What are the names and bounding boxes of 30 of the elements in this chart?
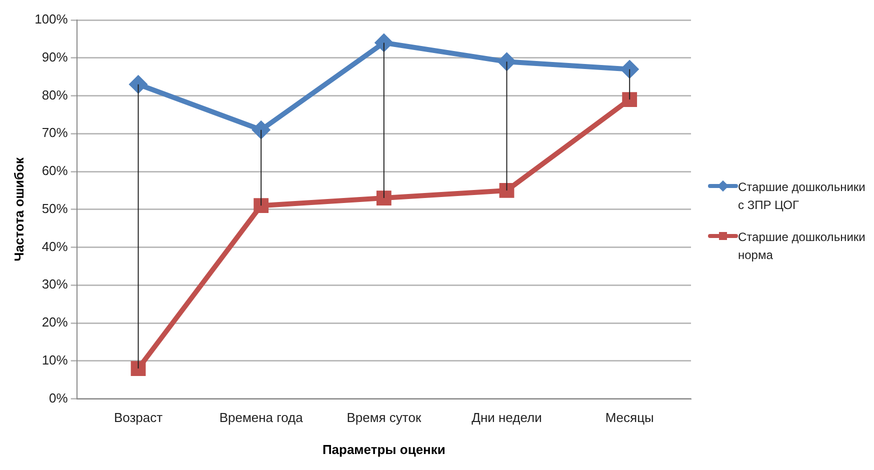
- point: [375, 34, 392, 52]
- x-tick-label: Месяцы: [605, 410, 654, 426]
- y-tick-label: 0%: [49, 390, 68, 406]
- point: [621, 60, 638, 78]
- y-tick-label: 100%: [34, 12, 68, 27]
- y-tick-label: 70%: [42, 125, 68, 140]
- x-axis-title: Параметры оценки: [322, 442, 446, 457]
- point: [130, 361, 146, 376]
- point: [498, 53, 516, 70]
- x-tick-label: Время суток: [346, 410, 422, 426]
- y-tick-label: 60%: [42, 163, 68, 178]
- y-axis-title: Частота ошибок: [11, 156, 26, 262]
- point: [376, 190, 392, 206]
- y-tick-label: 50%: [42, 200, 68, 216]
- y-tick-label: 10%: [42, 352, 68, 368]
- y-tick-label: 20%: [42, 314, 68, 330]
- point: [499, 183, 514, 198]
- x-tick-label: Времена года: [219, 410, 304, 426]
- point: [254, 198, 269, 214]
- x-tick-label: Дни недели: [472, 410, 542, 426]
- x-tick-label: Возраст: [114, 410, 163, 426]
- legend-label: Старшие дошкольники с ЗПР ЦОГ: [738, 179, 866, 214]
- point: [622, 92, 638, 107]
- point: [252, 121, 270, 138]
- point: [130, 76, 147, 93]
- y-tick-label: 90%: [42, 49, 68, 64]
- legend-label: Старшие дошкольники норма: [738, 229, 866, 264]
- y-tick-label: 30%: [42, 276, 68, 292]
- y-tick-label: 40%: [42, 238, 68, 254]
- y-tick-label: 80%: [42, 87, 68, 102]
